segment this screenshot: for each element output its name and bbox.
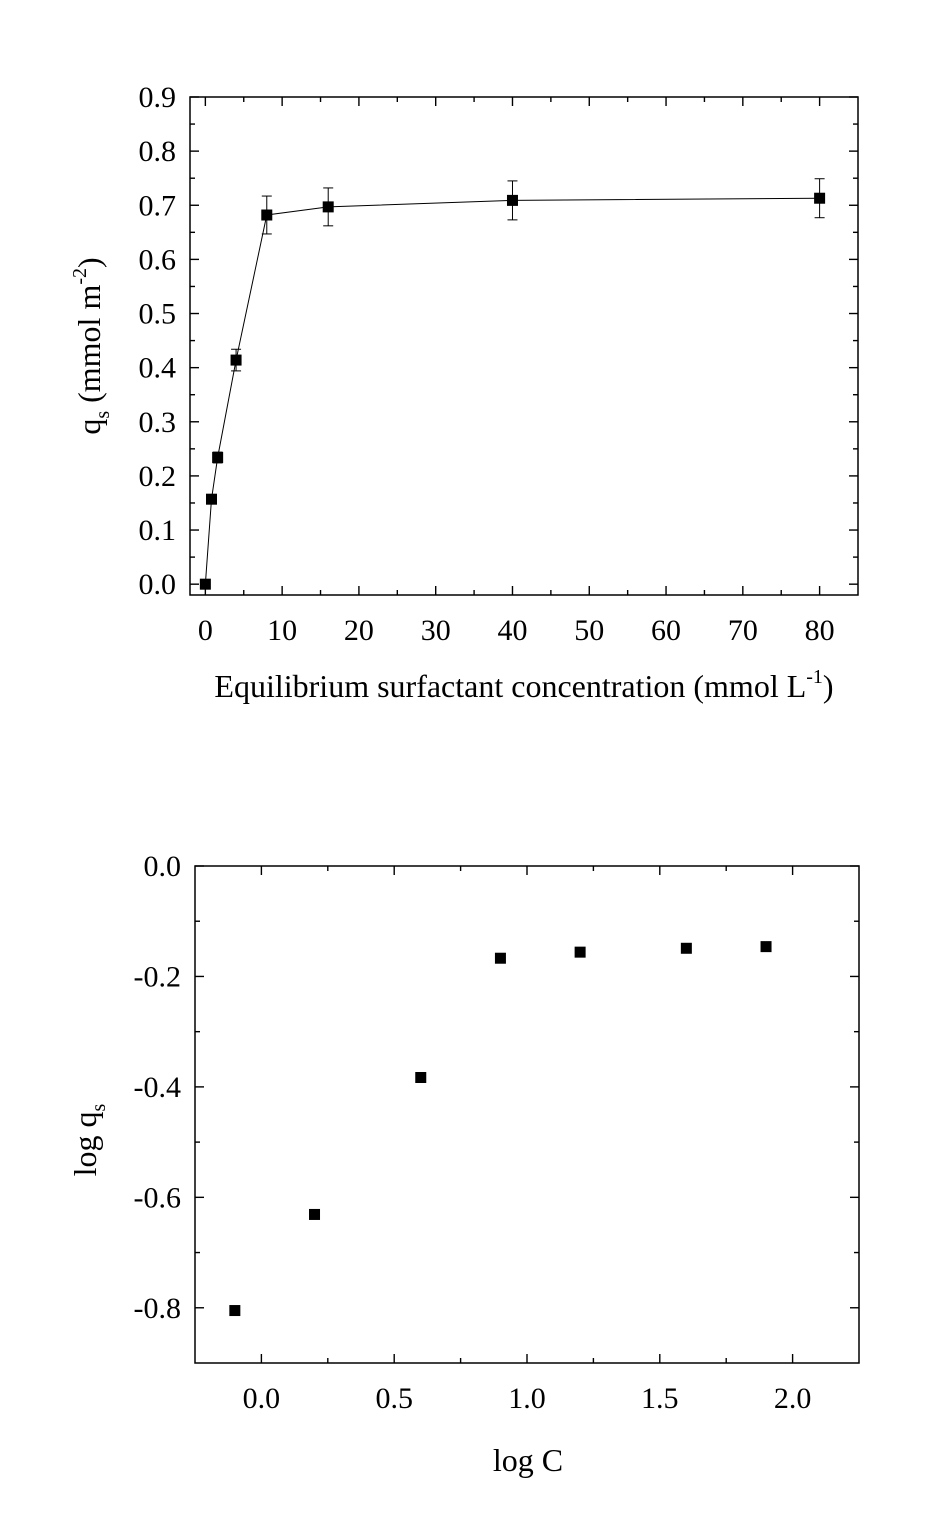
y-axis-label: log qs: [67, 1103, 110, 1176]
x-tick-label: 0.5: [375, 1382, 413, 1415]
x-axis-label: Equilibrium surfactant concentration (mm…: [214, 666, 833, 704]
y-tick-label: 0.7: [139, 189, 177, 222]
data-point: [574, 946, 586, 958]
data-point: [415, 1072, 427, 1084]
data-point: [261, 209, 273, 221]
data-point: [506, 194, 518, 206]
y-tick-label: 0.4: [139, 352, 177, 385]
axis-ticks: 0 10 20 30 40 50 60 70 80 0.0 0.1 0.2 0.3 0.4 0.5 0.6 0.…: [139, 81, 858, 647]
y-tick-label: 0.3: [139, 406, 177, 439]
y-tick-label: 0.0: [139, 568, 177, 601]
x-tick-label: 2.0: [774, 1382, 812, 1415]
data-markers: [229, 941, 772, 1317]
data-point: [212, 452, 224, 464]
x-tick-label: 40: [497, 614, 527, 647]
adsorption-isotherm-chart: 0 10 20 30 40 50 60 70 80 0.0 0.1 0.2 0.3 0.4 0.5 0.6 0.…: [69, 81, 859, 704]
x-tick-label: 0.0: [243, 1382, 281, 1415]
x-tick-label: 60: [651, 614, 681, 647]
x-tick-label: 70: [728, 614, 758, 647]
data-point: [230, 354, 242, 366]
axis-ticks: 0.0 0.5 1.0 1.5 2.0 0.0 -0.2 -0.4 -0.6 -0.8: [134, 850, 859, 1415]
data-point: [309, 1208, 321, 1220]
data-point: [205, 493, 217, 505]
plot-frame: [194, 865, 860, 1364]
data-point: [494, 952, 506, 964]
x-tick-label: 20: [344, 614, 374, 647]
y-tick-label: 0.0: [144, 850, 182, 883]
x-tick-label: 30: [421, 614, 451, 647]
y-tick-label: 0.6: [139, 243, 177, 276]
data-point: [760, 941, 772, 953]
plot-frame: [189, 96, 859, 596]
data-point: [229, 1305, 241, 1317]
data-point: [680, 942, 692, 954]
y-tick-label: 0.5: [139, 298, 177, 331]
x-tick-label: 10: [267, 614, 297, 647]
data-markers: [199, 192, 826, 590]
data-point: [322, 201, 334, 213]
y-tick-label: -0.8: [134, 1292, 182, 1325]
y-axis-label: qs (mmol m-2): [69, 257, 114, 434]
y-tick-label: -0.4: [134, 1071, 182, 1104]
log-log-chart: 0.0 0.5 1.0 1.5 2.0 0.0 -0.2 -0.4 -0.6 -0.8 log C…: [67, 850, 860, 1478]
x-tick-label: 80: [805, 614, 835, 647]
data-point: [814, 192, 826, 204]
y-tick-label: 0.2: [139, 460, 177, 493]
x-tick-label: 50: [574, 614, 604, 647]
y-tick-label: 0.8: [139, 135, 177, 168]
x-axis-label: log C: [493, 1442, 563, 1478]
y-tick-label: -0.2: [134, 960, 182, 993]
y-tick-label: 0.9: [139, 81, 177, 114]
x-tick-label: 0: [198, 614, 213, 647]
error-bars: [212, 178, 825, 464]
y-tick-label: 0.1: [139, 514, 177, 547]
x-tick-label: 1.5: [641, 1382, 679, 1415]
series-line: [204, 197, 820, 585]
data-point: [199, 578, 211, 590]
y-tick-label: -0.6: [134, 1181, 182, 1214]
x-tick-label: 1.0: [508, 1382, 546, 1415]
